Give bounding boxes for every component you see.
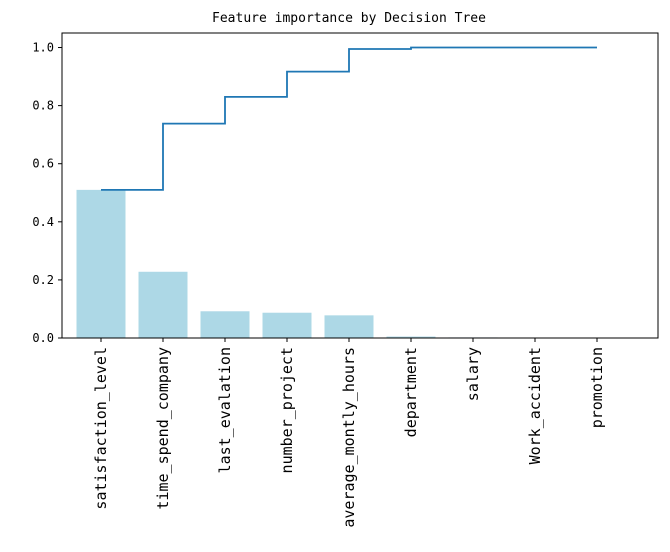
x-tick-label-salary: salary (464, 347, 482, 401)
bar-satisfaction_level (76, 189, 126, 338)
x-tick-label-promotion: promotion (588, 347, 606, 428)
bar-time_spend_company (138, 271, 188, 338)
bar-last_evalation (200, 311, 250, 338)
y-tick-label: 0.6 (32, 157, 54, 171)
bar-number_project (262, 312, 312, 338)
x-axis: satisfaction_level time_spend_company last… (92, 338, 606, 528)
x-tick-label-number_project: number_project (278, 347, 296, 473)
y-tick-label: 0.8 (32, 99, 54, 113)
x-tick-label-time_spend_company: time_spend_company (154, 347, 172, 510)
bars (76, 189, 622, 338)
cumulative-step-line (101, 46, 597, 191)
x-tick-label-department: department (402, 347, 420, 437)
y-tick-label: 1.0 (32, 41, 54, 55)
chart-title: Feature importance by Decision Tree (212, 11, 486, 26)
y-axis: 0.0 0.2 0.4 0.6 0.8 1.0 (32, 41, 62, 345)
y-tick-label: 0.4 (32, 215, 54, 229)
bar-average_montly_hours (324, 315, 374, 338)
plot-frame (61, 32, 659, 339)
x-tick-label-average_montly_hours: average_montly_hours (340, 347, 358, 528)
bar-department (386, 336, 436, 338)
y-tick-label: 0.2 (32, 273, 54, 287)
x-tick-label-satisfaction_level: satisfaction_level (92, 347, 110, 510)
y-tick-label: 0.0 (32, 331, 54, 345)
x-tick-label-Work_accident: Work_accident (526, 347, 544, 464)
x-tick-label-last_evalation: last_evalation (216, 347, 234, 473)
